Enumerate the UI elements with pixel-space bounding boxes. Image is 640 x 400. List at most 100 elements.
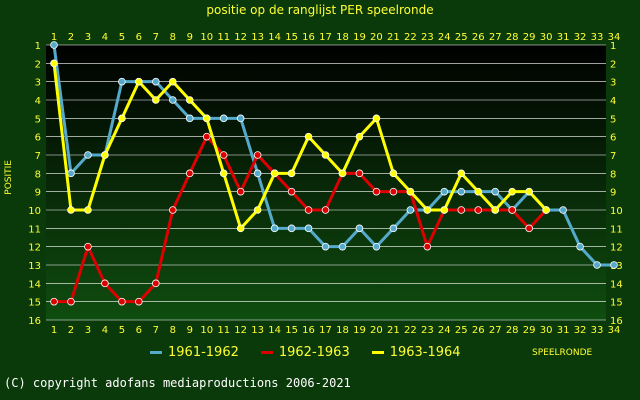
series-1963-1964-point-28 xyxy=(508,187,516,196)
series-1963-1964-point-29 xyxy=(525,187,533,196)
series-1962-1963-point-12 xyxy=(236,187,245,196)
y-tick-right-16: 16 xyxy=(610,316,623,327)
series-1963-1964-point-1 xyxy=(50,59,58,68)
x-tick-bottom-22: 22 xyxy=(404,325,417,336)
x-tick-bottom-27: 27 xyxy=(489,325,502,336)
x-tick-top-30: 30 xyxy=(540,32,553,43)
y-tick-left-10: 10 xyxy=(28,206,41,217)
chart-title: positie op de ranglijst PER speelronde xyxy=(206,3,434,17)
y-tick-left-7: 7 xyxy=(35,151,41,162)
y-tick-left-2: 2 xyxy=(35,59,41,70)
series-1962-1963-point-25 xyxy=(457,206,466,214)
x-tick-bottom-29: 29 xyxy=(523,325,536,336)
series-1963-1964-point-23 xyxy=(423,206,432,214)
y-tick-right-12: 12 xyxy=(610,243,623,254)
x-tick-top-17: 17 xyxy=(319,32,332,43)
x-axis-label: SPEELRONDE xyxy=(532,348,593,358)
y-tick-right-10: 10 xyxy=(610,206,623,217)
series-1962-1963-point-3 xyxy=(84,242,92,251)
legend-swatch-1963-1964 xyxy=(371,351,384,354)
series-1963-1964-point-3 xyxy=(84,206,92,214)
series-1961-1962-point-18 xyxy=(338,242,347,251)
series-1963-1964-point-11 xyxy=(219,169,228,178)
series-1961-1962-point-12 xyxy=(236,114,245,123)
x-tick-bottom-33: 33 xyxy=(591,325,604,336)
legend-swatch-1961-1962 xyxy=(150,351,162,354)
x-tick-bottom-9: 9 xyxy=(187,325,193,336)
y-tick-right-11: 11 xyxy=(610,224,623,235)
series-1963-1964-point-13 xyxy=(253,206,262,214)
x-tick-top-28: 28 xyxy=(506,32,519,43)
x-tick-bottom-17: 17 xyxy=(319,325,332,336)
legend-item-1962-1963: 1962-1963 xyxy=(260,345,350,360)
x-tick-top-10: 10 xyxy=(200,32,213,43)
y-tick-left-4: 4 xyxy=(35,96,41,107)
series-1963-1964-point-2 xyxy=(67,206,75,214)
series-1963-1964-point-22 xyxy=(406,187,415,196)
series-1961-1962-point-11 xyxy=(219,114,228,123)
legend-label-1963-1964: 1963-1964 xyxy=(389,345,461,360)
legend: 1961-1962 1962-1963 1963-1964 xyxy=(150,345,461,360)
series-1962-1963-point-21 xyxy=(389,187,398,196)
x-tick-top-29: 29 xyxy=(523,32,536,43)
x-tick-bottom-18: 18 xyxy=(336,325,349,336)
x-tick-top-5: 5 xyxy=(119,32,125,43)
x-tick-top-21: 21 xyxy=(387,32,400,43)
series-1961-1962-point-25 xyxy=(457,187,466,196)
series-1962-1963-point-8 xyxy=(168,206,177,214)
series-1963-1964-point-14 xyxy=(270,169,279,178)
x-tick-top-8: 8 xyxy=(170,32,176,43)
x-tick-top-7: 7 xyxy=(153,32,159,43)
y-tick-left-3: 3 xyxy=(35,78,41,89)
series-1961-1962-point-32 xyxy=(576,242,584,251)
y-tick-right-4: 4 xyxy=(610,96,616,107)
y-tick-right-3: 3 xyxy=(610,78,616,89)
series-1963-1964-point-6 xyxy=(135,77,143,86)
y-tick-right-7: 7 xyxy=(610,151,616,162)
x-tick-bottom-8: 8 xyxy=(170,325,176,336)
x-tick-bottom-15: 15 xyxy=(285,325,298,336)
x-tick-bottom-19: 19 xyxy=(353,325,366,336)
x-tick-bottom-25: 25 xyxy=(455,325,468,336)
x-tick-top-27: 27 xyxy=(489,32,502,43)
series-1963-1964-point-24 xyxy=(440,206,449,214)
series-1962-1963-point-26 xyxy=(474,206,483,214)
y-tick-right-8: 8 xyxy=(610,169,616,180)
series-1962-1963-point-9 xyxy=(185,169,194,178)
y-tick-right-5: 5 xyxy=(610,114,616,125)
series-1962-1963-point-17 xyxy=(321,206,330,214)
x-tick-top-26: 26 xyxy=(472,32,485,43)
x-tick-bottom-1: 1 xyxy=(51,325,57,336)
x-tick-top-15: 15 xyxy=(285,32,298,43)
series-1961-1962-point-14 xyxy=(270,224,279,233)
series-1961-1962-point-13 xyxy=(253,169,262,178)
x-tick-bottom-21: 21 xyxy=(387,325,400,336)
x-tick-bottom-16: 16 xyxy=(302,325,315,336)
x-tick-bottom-10: 10 xyxy=(200,325,213,336)
series-1961-1962-point-27 xyxy=(491,187,500,196)
x-tick-bottom-3: 3 xyxy=(85,325,91,336)
x-tick-top-12: 12 xyxy=(234,32,247,43)
copyright-text: (C) copyright adofans mediaproductions 2… xyxy=(4,376,351,390)
legend-swatch-1962-1963 xyxy=(260,351,273,354)
x-tick-top-11: 11 xyxy=(217,32,230,43)
series-1963-1964-point-5 xyxy=(118,114,126,123)
series-1963-1964-point-19 xyxy=(355,132,364,141)
series-1961-1962-point-20 xyxy=(372,242,381,251)
legend-item-1961-1962: 1961-1962 xyxy=(150,345,239,360)
series-1963-1964-point-9 xyxy=(185,96,194,104)
x-tick-bottom-4: 4 xyxy=(102,325,108,336)
plot-area xyxy=(46,45,606,320)
series-1963-1964-point-25 xyxy=(457,169,466,178)
series-1961-1962-point-1 xyxy=(50,41,58,49)
series-1962-1963-point-2 xyxy=(67,297,75,306)
x-tick-bottom-32: 32 xyxy=(574,325,587,336)
x-tick-bottom-6: 6 xyxy=(136,325,142,336)
series-1961-1962-point-21 xyxy=(389,224,398,233)
series-1962-1963-point-29 xyxy=(525,224,533,233)
x-tick-bottom-24: 24 xyxy=(438,325,451,336)
series-1962-1963-point-10 xyxy=(202,132,211,141)
series-1963-1964-point-20 xyxy=(372,114,381,123)
x-tick-top-9: 9 xyxy=(187,32,193,43)
